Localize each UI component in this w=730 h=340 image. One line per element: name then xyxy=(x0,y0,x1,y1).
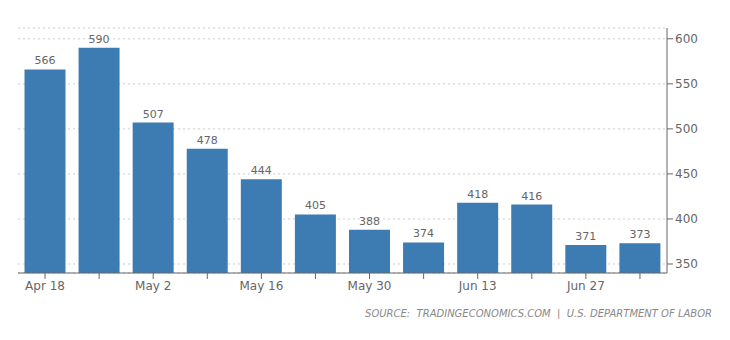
svg-text:May 2: May 2 xyxy=(135,279,171,293)
svg-text:600: 600 xyxy=(675,32,698,46)
svg-text:388: 388 xyxy=(359,215,380,228)
svg-text:374: 374 xyxy=(413,227,434,240)
svg-text:373: 373 xyxy=(629,228,650,241)
svg-text:450: 450 xyxy=(675,167,698,181)
svg-text:May 16: May 16 xyxy=(239,279,283,293)
svg-text:Jun 13: Jun 13 xyxy=(458,279,497,293)
svg-text:400: 400 xyxy=(675,212,698,226)
svg-text:550: 550 xyxy=(675,77,698,91)
svg-text:507: 507 xyxy=(143,108,164,121)
svg-text:371: 371 xyxy=(575,230,596,243)
html-text:SOURCE: TRADINGECONOMICS.COM |: SOURCE: TRADINGECONOMICS.COM | U.S. DEPA… xyxy=(365,308,712,319)
svg-text:500: 500 xyxy=(675,122,698,136)
svg-text:Jun 27: Jun 27 xyxy=(566,279,605,293)
svg-text:590: 590 xyxy=(89,33,110,46)
svg-text:444: 444 xyxy=(251,164,272,177)
svg-text:418: 418 xyxy=(467,188,488,201)
svg-text:Apr 18: Apr 18 xyxy=(25,279,65,293)
svg-text:416: 416 xyxy=(521,190,542,203)
svg-text:566: 566 xyxy=(34,54,55,67)
svg-text:May 30: May 30 xyxy=(348,279,392,293)
svg-text:405: 405 xyxy=(305,199,326,212)
svg-text:478: 478 xyxy=(197,134,218,147)
svg-text:350: 350 xyxy=(675,257,698,271)
